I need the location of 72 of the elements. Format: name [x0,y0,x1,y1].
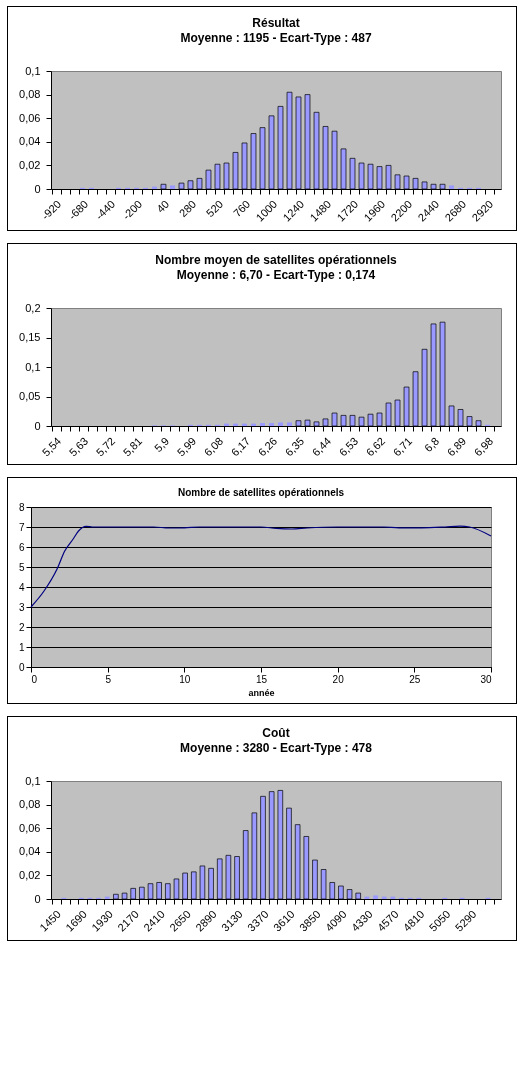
y-tick-label: 0,08 [19,88,41,101]
y-tick-label: 0,05 [19,390,41,402]
x-tick-label: 5 [105,673,112,685]
y-tick-label: 4 [18,581,25,593]
bar [287,422,292,426]
y-tick-label: 2 [18,621,25,633]
x-tick-label: 5,99 [174,434,199,459]
y-tick-label: 0,06 [19,111,41,124]
x-tick-label: -440 [93,197,118,222]
y-tick-label: 7 [18,521,25,533]
x-tick-label: -680 [66,197,91,222]
y-tick-label: 0,1 [25,64,41,77]
y-tick-label: 0 [34,892,41,905]
x-tick-label: 6,98 [471,434,496,459]
y-tick-label: 0 [18,661,25,673]
chart-subtitle: Moyenne : 6,70 - Ecart-Type : 0,174 [176,268,376,282]
x-tick-label: 280 [176,197,199,220]
bar [373,895,378,899]
y-tick-label: 0,1 [25,360,41,373]
x-tick-label: 760 [230,197,253,220]
y-tick-label: 8 [18,501,25,513]
x-tick-label: 6,71 [390,434,415,459]
x-tick-label: 5,63 [66,434,91,459]
chart-subtitle: Moyenne : 1195 - Ecart-Type : 487 [180,31,372,45]
x-tick-label: -920 [39,197,64,222]
y-tick-label: 0,02 [19,868,41,881]
x-tick-label: 5,72 [93,434,118,459]
x-tick-label: 25 [409,673,421,685]
y-tick-label: 6 [18,541,25,553]
y-tick-label: 0 [34,419,41,432]
x-axis-title: année [248,687,275,698]
x-tick-label: 20 [332,673,345,685]
chart-subtitle: Moyenne : 3280 - Ecart-Type : 478 [180,741,373,755]
line-series [30,525,492,608]
x-tick-label: 30 [480,673,492,685]
x-tick-label: 10 [179,673,191,685]
x-tick-label: 6,53 [336,434,361,459]
bar [390,896,396,899]
y-tick-label: 3 [18,601,25,613]
y-tick-label: 0 [34,182,41,195]
x-tick-label: 40 [154,197,172,215]
chart-title: Nombre de satellites opérationnels [177,487,345,498]
y-tick-label: 0,1 [25,774,41,787]
bar [381,896,387,899]
y-tick-label: 0,02 [19,158,41,171]
y-tick-label: 0,04 [19,845,41,858]
x-tick-label: 6,89 [444,434,469,459]
chart-title: Nombre moyen de satellites opérationnels [155,253,398,267]
x-tick-label: 6,26 [255,434,280,459]
x-tick-label: 15 [255,673,268,685]
bar [449,185,455,189]
x-tick-label: 520 [203,197,226,220]
bar [170,185,175,189]
y-tick-label: 0,06 [19,821,41,834]
y-tick-label: 0,2 [25,301,41,314]
x-tick-label: -200 [120,197,145,222]
x-tick-label: 6,8 [422,434,442,455]
y-tick-label: 0,08 [19,798,41,811]
y-tick-label: 0,15 [19,331,41,343]
bar [260,423,265,426]
y-tick-label: 5 [18,561,25,573]
bar [104,896,110,899]
x-tick-label: 5,9 [151,434,172,455]
x-tick-label: 6,08 [201,434,226,459]
x-tick-label: 5,81 [120,434,145,459]
y-tick-label: 0,04 [19,135,41,148]
chart-title: Coût [262,726,290,740]
chart-title: Résultat [252,16,300,30]
x-tick-label: 6,62 [363,434,388,459]
bar [278,422,283,426]
y-tick-label: 1 [18,641,25,653]
bar [269,423,274,426]
